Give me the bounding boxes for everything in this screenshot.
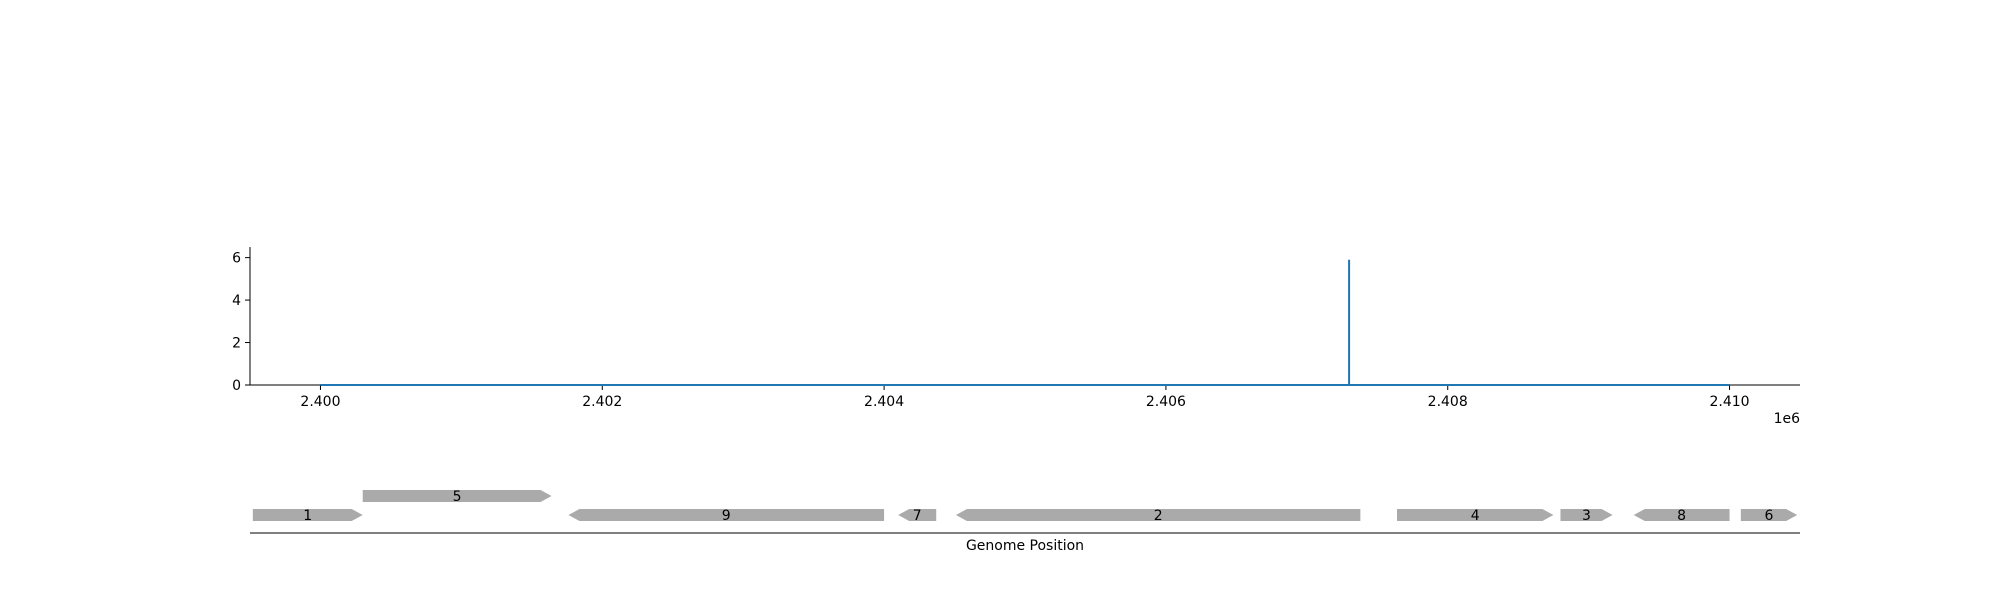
x-axis-ticks: 2.400 2.402 2.404 2.406 2.408 2.410: [300, 385, 1750, 410]
gene-label: 3: [1582, 508, 1591, 524]
gene-arrow: [252, 509, 363, 521]
x-tick-label: 2.400: [300, 394, 340, 410]
coverage-series: [320, 259, 1730, 386]
gene-label: 2: [1154, 508, 1163, 524]
x-axis-label: Genome Position: [966, 538, 1084, 554]
y-tick-label: 2: [232, 336, 241, 352]
gene-label: 4: [1471, 508, 1480, 524]
x-tick-label: 2.406: [1146, 394, 1186, 410]
x-tick-label: 2.404: [864, 394, 904, 410]
y-tick-label: 0: [232, 378, 241, 394]
gene-arrow: [568, 509, 885, 521]
gene-arrow: [898, 509, 937, 521]
gene-label: 8: [1677, 508, 1686, 524]
gene-label: 7: [913, 508, 922, 524]
y-tick-label: 4: [232, 293, 241, 309]
gene-arrow: [362, 490, 552, 502]
y-tick-label: 6: [232, 251, 241, 267]
gene-arrow: [1560, 509, 1613, 521]
gene-arrows: 1 5 9 7 2 4 3 8 6: [252, 489, 1798, 524]
gene-label: 9: [722, 508, 731, 524]
coverage-plot: 0 2 4 6 2.400 2.402 2.404 2.406 2.408 2.410 1e6: [232, 247, 1800, 427]
gene-label: 5: [453, 489, 462, 505]
x-tick-label: 2.408: [1428, 394, 1468, 410]
gene-arrow: [1633, 509, 1730, 521]
gene-arrow: [1397, 509, 1554, 521]
y-axis-ticks: 0 2 4 6: [232, 251, 250, 394]
gene-arrow: [1740, 509, 1798, 521]
x-axis-offset-label: 1e6: [1774, 411, 1801, 427]
x-tick-label: 2.402: [582, 394, 622, 410]
gene-map: 1 5 9 7 2 4 3 8 6 Genome Position: [250, 489, 1800, 554]
gene-arrow: [955, 509, 1361, 521]
gene-label: 6: [1765, 508, 1774, 524]
gene-label: 1: [303, 508, 312, 524]
x-tick-label: 2.410: [1709, 394, 1749, 410]
